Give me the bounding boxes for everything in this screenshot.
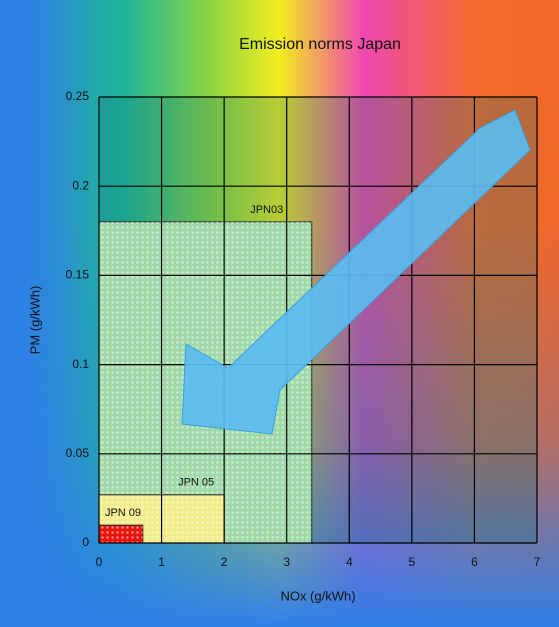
region-label: JPN 05 — [178, 477, 214, 489]
y-tick-label: 0 — [82, 535, 89, 549]
region-label: JPN03 — [250, 204, 283, 216]
chart: Emission norms Japan PM (g/kWh) NOx (g/k… — [0, 0, 559, 627]
region-texture — [99, 525, 143, 543]
y-axis-label: PM (g/kWh) — [27, 286, 42, 355]
chart-title: Emission norms Japan — [239, 36, 401, 53]
y-tick-label: 0.25 — [66, 89, 90, 103]
x-tick-label: 2 — [221, 555, 228, 569]
y-tick-label: 0.2 — [72, 178, 89, 192]
y-tick-label: 0.1 — [72, 357, 89, 371]
y-tick-label: 0.15 — [66, 268, 90, 282]
x-tick-label: 4 — [346, 555, 353, 569]
x-tick-label: 6 — [471, 555, 478, 569]
page: Emission norms Japan PM (g/kWh) NOx (g/k… — [0, 0, 559, 627]
x-tick-label: 1 — [158, 555, 165, 569]
region-label: JPN 09 — [105, 507, 141, 519]
x-tick-label: 3 — [283, 555, 290, 569]
x-tick-label: 5 — [409, 555, 416, 569]
x-tick-label: 0 — [96, 555, 103, 569]
x-tick-label: 7 — [534, 555, 541, 569]
y-tick-label: 0.05 — [66, 446, 90, 460]
x-axis-label: NOx (g/kWh) — [280, 588, 355, 603]
